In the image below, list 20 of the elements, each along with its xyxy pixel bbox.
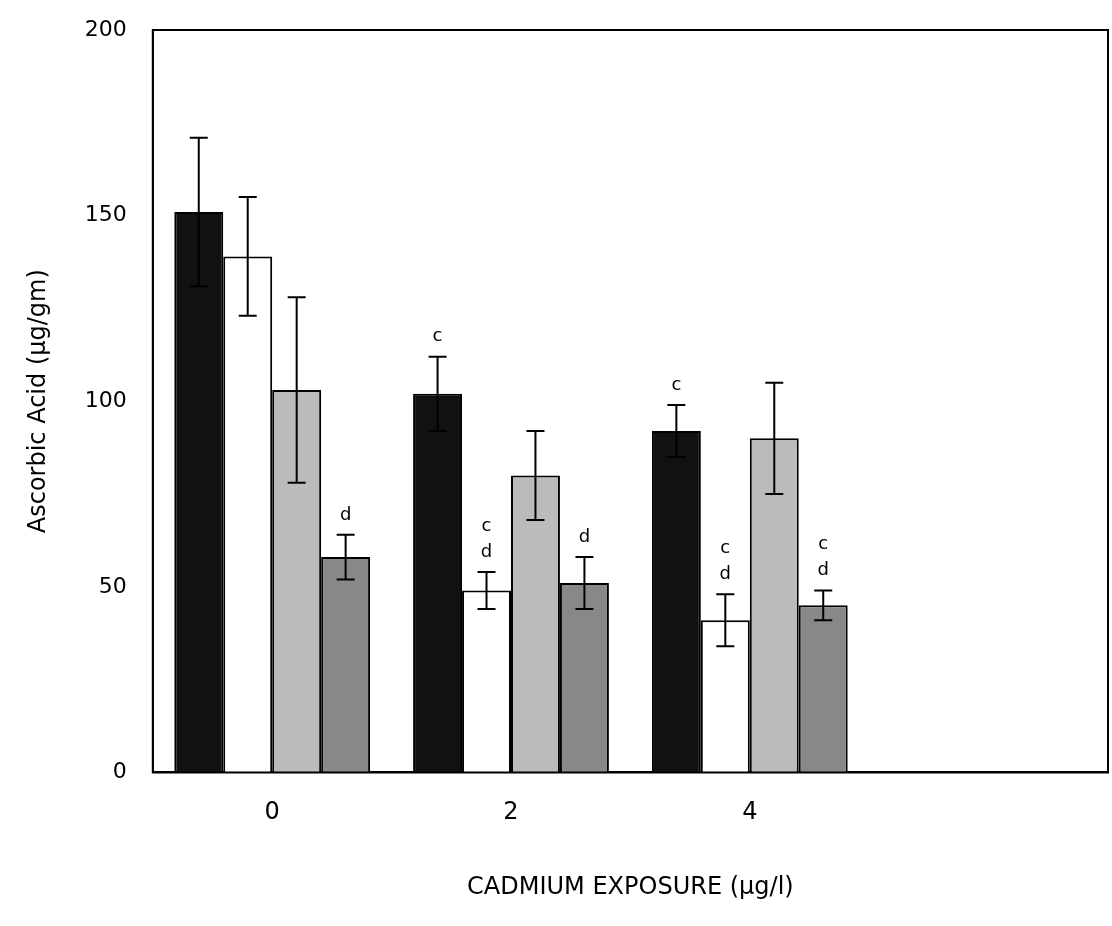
x-tick-label: 0: [264, 797, 280, 826]
annotation: d: [719, 561, 732, 583]
annotation: c: [432, 324, 443, 346]
annotation: d: [578, 524, 591, 546]
y-tick-label: 50: [98, 572, 127, 598]
annotation: c: [818, 532, 829, 554]
y-tick-label: 0: [112, 758, 127, 784]
annotation: c: [671, 372, 682, 394]
annotation: c: [481, 513, 492, 535]
x-axis-title: CADMIUM EXPOSURE (μg/l): [467, 871, 794, 900]
y-tick-label: 150: [84, 201, 127, 227]
x-tick-label: 4: [742, 797, 758, 826]
y-tick-label: 100: [84, 386, 127, 412]
y-axis-title: Ascorbic Acid (μg/gm): [22, 269, 51, 534]
x-tick-label: 2: [503, 797, 519, 826]
annotation: d: [339, 502, 352, 524]
annotation: d: [480, 539, 493, 561]
y-tick-label: 200: [84, 15, 127, 41]
annotation: c: [720, 535, 731, 557]
annotation: d: [817, 558, 829, 580]
